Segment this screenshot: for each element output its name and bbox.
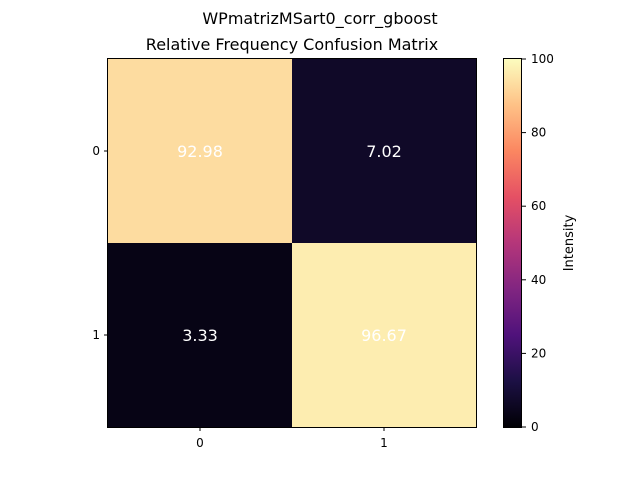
- cell-label-1-1: 96.67: [361, 326, 407, 345]
- colorbar: [503, 58, 522, 428]
- cell-annotations: 92.98 7.02 3.33 96.67: [177, 142, 407, 345]
- heatmap-cells: [108, 59, 476, 427]
- heatmap-cell-0-1: [292, 59, 476, 243]
- figure-suptitle: WPmatrizMSart0_corr_gboost: [202, 9, 437, 29]
- colorbar-ticks: 0 20 40 60 80 100: [522, 52, 554, 434]
- cell-label-0-1: 7.02: [366, 142, 402, 161]
- heatmap-cell-0-0: [108, 59, 292, 243]
- cell-label-1-0: 3.33: [182, 326, 218, 345]
- plot-frame: [107, 58, 477, 428]
- y-axis-ticks: 01: [92, 144, 108, 342]
- y-tick-label: 0: [92, 144, 100, 158]
- x-tick-label: 0: [196, 436, 204, 450]
- colorbar-tick-label: 40: [531, 273, 546, 287]
- cell-label-0-0: 92.98: [177, 142, 223, 161]
- colorbar-tick-label: 80: [531, 126, 546, 140]
- y-tick-label: 1: [92, 328, 100, 342]
- colorbar-tick-label: 60: [531, 199, 546, 213]
- chart-title: Relative Frequency Confusion Matrix: [146, 35, 438, 54]
- colorbar-tick-label: 100: [531, 52, 554, 66]
- colorbar-label: Intensity: [562, 214, 577, 271]
- heatmap-cell-1-1: [292, 243, 476, 427]
- x-tick-label: 1: [380, 436, 388, 450]
- colorbar-tick-label: 20: [531, 346, 546, 360]
- colorbar-tick-label: 0: [531, 420, 539, 434]
- heatmap-cell-1-0: [108, 243, 292, 427]
